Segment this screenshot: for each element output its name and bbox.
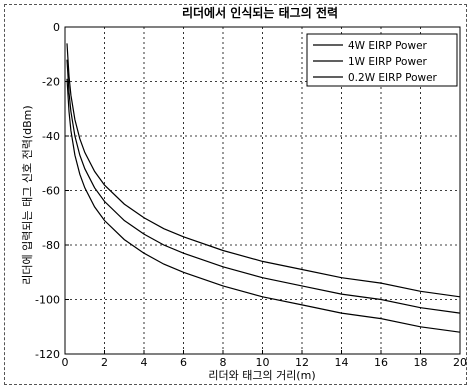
y-tick-label: -120 xyxy=(35,348,60,361)
x-tick-label: 16 xyxy=(374,356,388,369)
x-tick-label: 0 xyxy=(62,356,69,369)
x-tick-label: 20 xyxy=(453,356,467,369)
x-tick-label: 14 xyxy=(335,356,349,369)
y-axis-label: 리더에 입력되는 태그 신호 전력(dBm) xyxy=(21,105,34,284)
y-tick-label: -80 xyxy=(42,239,60,252)
x-tick-label: 4 xyxy=(141,356,148,369)
x-tick-label: 18 xyxy=(414,356,428,369)
y-tick-label: -40 xyxy=(42,130,60,143)
x-tick-label: 2 xyxy=(101,356,108,369)
y-tick-label: 0 xyxy=(53,21,60,34)
legend-label: 1W EIRP Power xyxy=(348,56,428,68)
grid-lines xyxy=(65,27,460,354)
x-tick-label: 6 xyxy=(180,356,187,369)
y-tick-label: -100 xyxy=(35,294,60,307)
figure-frame xyxy=(4,4,467,385)
y-tick-label: -20 xyxy=(42,76,60,89)
x-tick-labels: 0 2 4 6 8 10 12 14 16 18 20 xyxy=(62,356,468,369)
x-tick-label: 8 xyxy=(220,356,227,369)
series-line-3 xyxy=(66,78,461,333)
series-line-1 xyxy=(66,43,461,298)
x-tick-label: 12 xyxy=(295,356,309,369)
legend: 4W EIRP Power 1W EIRP Power 0.2W EIRP Powe… xyxy=(306,33,458,87)
y-tick-labels: 0 -20 -40 -60 -80 -100 -120 xyxy=(35,21,60,361)
chart-title: 리더에서 인식되는 태그의 전력 xyxy=(182,5,338,20)
legend-label: 4W EIRP Power xyxy=(348,40,428,52)
x-axis-label: 리더와 태그의 거리(m) xyxy=(208,369,315,382)
legend-label: 0.2W EIRP Power xyxy=(348,72,438,84)
series-line-2 xyxy=(66,59,461,314)
tick-marks xyxy=(64,26,461,355)
y-tick-label: -60 xyxy=(42,185,60,198)
series-lines xyxy=(66,43,461,333)
x-tick-label: 10 xyxy=(256,356,270,369)
